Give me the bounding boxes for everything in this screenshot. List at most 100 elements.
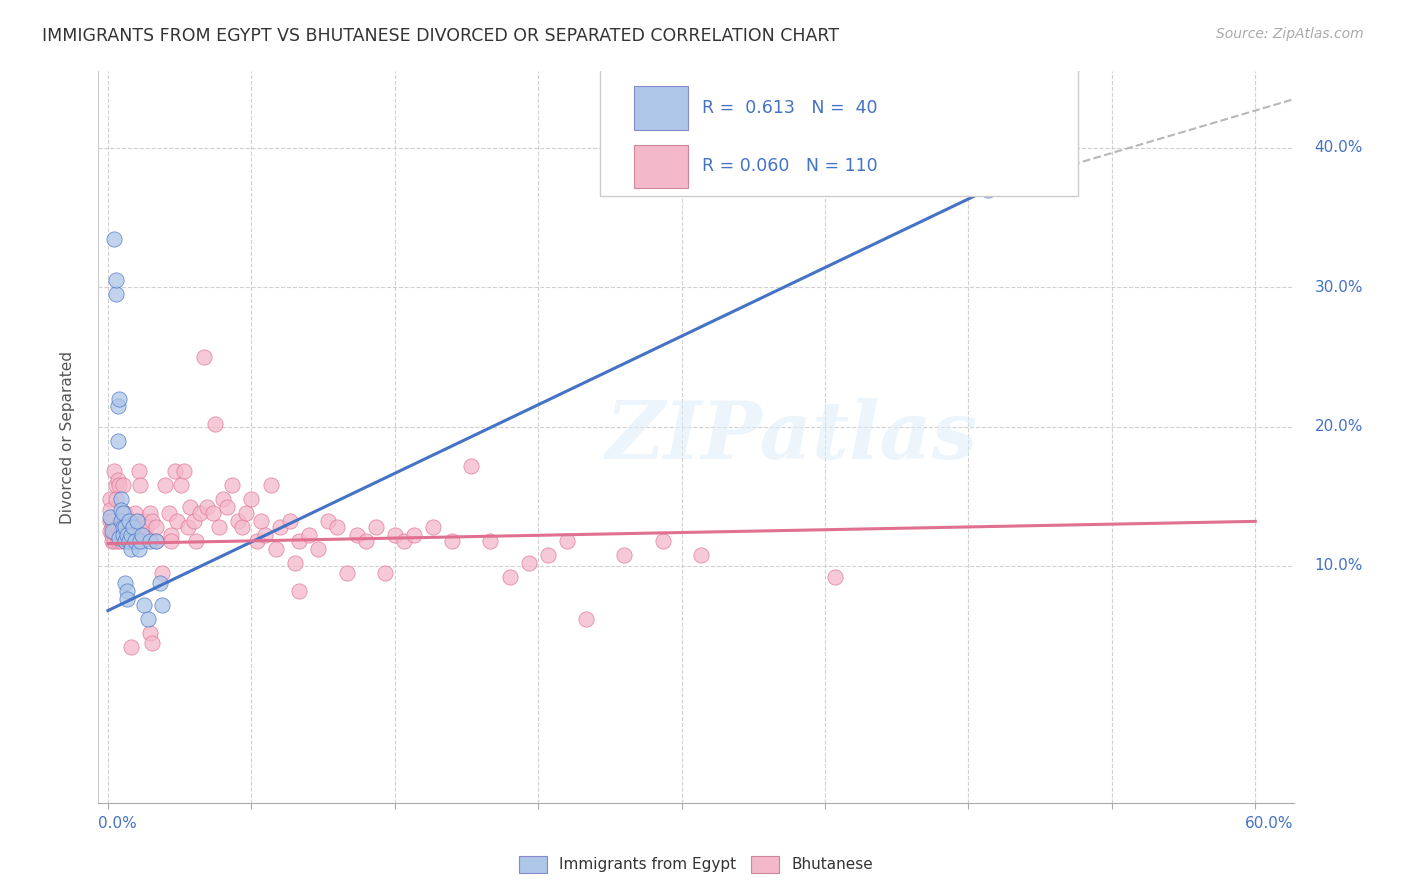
Point <box>134 514 156 528</box>
Text: R =  0.613   N =  40: R = 0.613 N = 40 <box>702 99 877 117</box>
Point <box>284 556 307 570</box>
Point <box>108 392 131 406</box>
Text: ZIPatlas: ZIPatlas <box>606 399 977 475</box>
Point <box>364 520 387 534</box>
Point <box>145 533 167 548</box>
Point <box>120 528 142 542</box>
Point <box>108 478 131 492</box>
Point <box>118 533 141 548</box>
Point <box>103 533 125 548</box>
Point <box>120 514 142 528</box>
Text: 0.0%: 0.0% <box>98 816 138 831</box>
Point <box>103 231 125 245</box>
Point <box>120 640 142 654</box>
Point <box>129 478 152 492</box>
Point <box>139 506 162 520</box>
Point <box>177 520 200 534</box>
Point <box>316 514 339 528</box>
Point <box>193 350 215 364</box>
Point <box>103 464 125 478</box>
Point <box>104 478 127 492</box>
Point <box>204 417 226 431</box>
Point <box>98 514 121 528</box>
Point <box>155 478 177 492</box>
Point <box>120 520 142 534</box>
Point <box>101 520 124 534</box>
Point <box>517 556 540 570</box>
Point <box>128 542 150 557</box>
Point <box>112 506 135 520</box>
Point <box>110 492 132 507</box>
Point <box>169 478 191 492</box>
Point <box>112 528 135 542</box>
FancyBboxPatch shape <box>634 145 688 188</box>
Point <box>259 478 281 492</box>
Point <box>824 570 846 584</box>
Point <box>107 434 129 448</box>
Point <box>114 528 136 542</box>
Point <box>98 492 121 507</box>
Point <box>125 514 148 528</box>
Point <box>422 520 444 534</box>
Point <box>104 287 127 301</box>
Point <box>166 514 188 528</box>
Point <box>107 533 129 548</box>
Point <box>112 514 135 528</box>
Point <box>115 592 138 607</box>
Text: 40.0%: 40.0% <box>1315 140 1362 155</box>
Point <box>114 520 136 534</box>
Point <box>112 520 135 534</box>
Point <box>163 464 186 478</box>
Point <box>128 528 150 542</box>
Point <box>124 506 146 520</box>
Point <box>384 528 406 542</box>
Point <box>250 514 273 528</box>
Point <box>336 566 359 580</box>
Point <box>197 500 219 515</box>
Point <box>288 584 311 599</box>
Point <box>141 514 163 528</box>
Point <box>221 478 243 492</box>
Point <box>107 399 129 413</box>
Point <box>139 533 162 548</box>
Point <box>149 575 172 590</box>
Point <box>101 524 124 538</box>
Point <box>110 514 132 528</box>
Point <box>136 531 159 545</box>
Point <box>231 520 253 534</box>
Point <box>354 533 377 548</box>
Point <box>125 533 148 548</box>
Point <box>115 531 138 545</box>
Point <box>184 533 207 548</box>
Point <box>103 524 125 538</box>
Point <box>157 506 180 520</box>
Point <box>121 520 143 534</box>
Point <box>208 520 231 534</box>
Point <box>150 566 173 580</box>
Point <box>112 531 135 545</box>
Point <box>118 533 141 548</box>
Point <box>120 542 142 557</box>
Point <box>326 520 349 534</box>
Point <box>215 500 238 515</box>
Point <box>136 612 159 626</box>
Text: R = 0.060   N = 110: R = 0.060 N = 110 <box>702 158 877 176</box>
Point <box>246 533 269 548</box>
Point <box>131 528 153 542</box>
Point <box>173 464 195 478</box>
Point <box>98 524 121 538</box>
Point <box>134 598 156 612</box>
FancyBboxPatch shape <box>634 86 688 130</box>
Point <box>114 575 136 590</box>
Point <box>374 566 396 580</box>
Point <box>115 520 138 534</box>
Point <box>104 273 127 287</box>
Point <box>394 533 416 548</box>
Point <box>115 584 138 599</box>
FancyBboxPatch shape <box>600 68 1078 195</box>
Point <box>124 533 146 548</box>
Point <box>145 520 167 534</box>
Point <box>226 514 249 528</box>
Point <box>98 510 121 524</box>
Point <box>145 533 167 548</box>
